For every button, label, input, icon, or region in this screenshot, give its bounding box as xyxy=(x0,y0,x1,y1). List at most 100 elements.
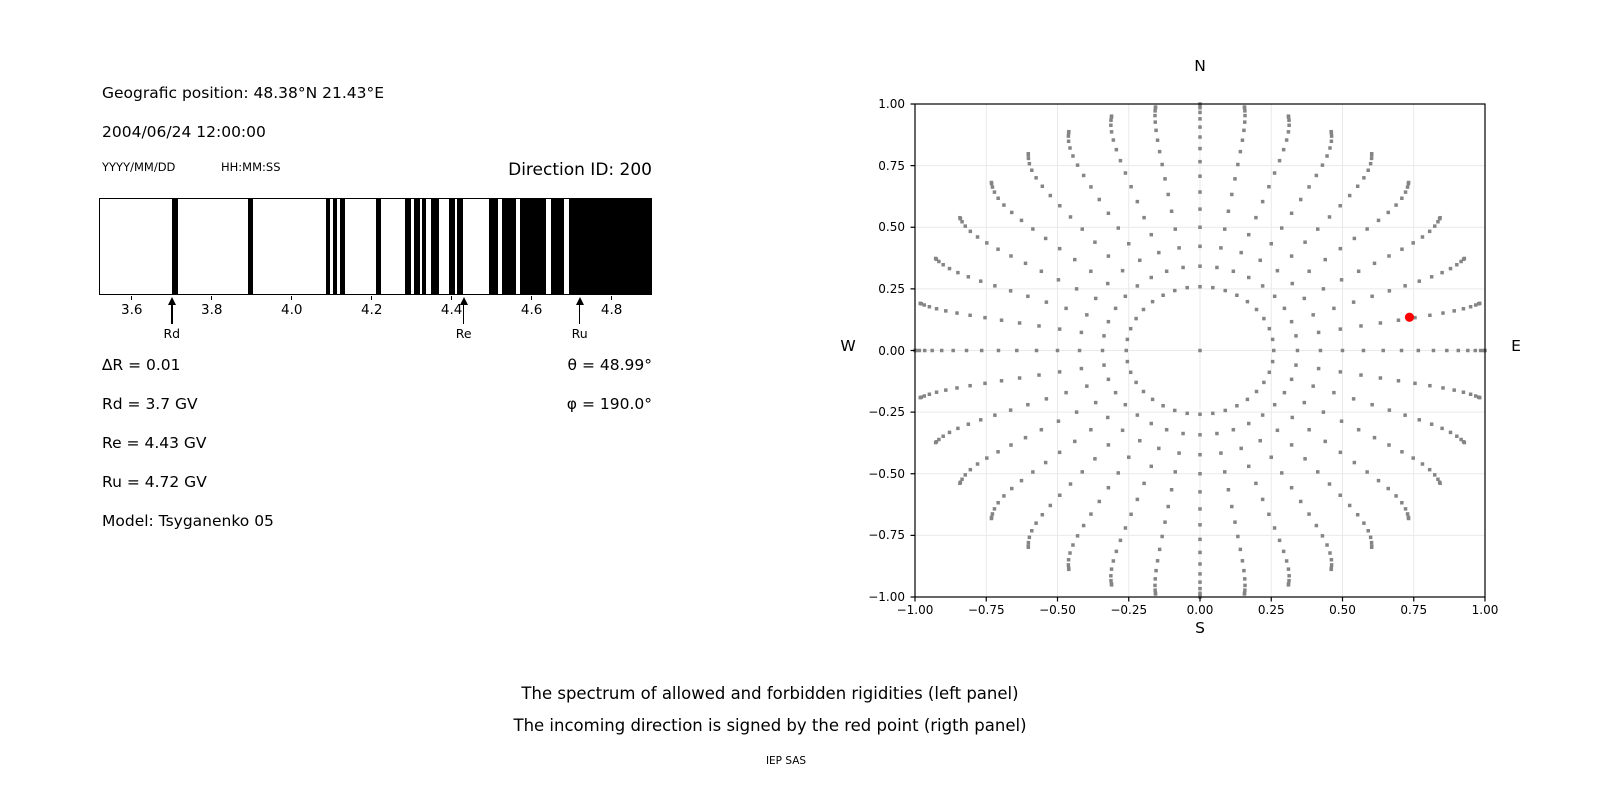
direction-dot xyxy=(1223,408,1227,413)
direction-dot xyxy=(1403,507,1408,511)
direction-dot xyxy=(944,388,948,392)
direction-dot xyxy=(1019,218,1024,223)
direction-dot xyxy=(1073,257,1077,262)
direction-dot xyxy=(1181,431,1185,436)
direction-dot xyxy=(1198,117,1202,121)
direction-dot xyxy=(1289,211,1294,216)
direction-dot xyxy=(1127,455,1131,459)
direction-dot xyxy=(1254,389,1259,394)
direction-dot xyxy=(1198,225,1202,229)
direction-dot xyxy=(1118,158,1123,163)
direction-dot xyxy=(964,348,969,353)
direction-dot xyxy=(1302,296,1307,301)
direction-dot xyxy=(1068,146,1072,150)
direction-dot xyxy=(1002,494,1006,498)
direction-dot xyxy=(1284,138,1289,142)
direction-dot xyxy=(1356,427,1361,432)
direction-dot xyxy=(1338,204,1342,208)
direction-dot xyxy=(1067,129,1071,134)
rigidity-marker-label: Re xyxy=(455,326,472,341)
direction-dot xyxy=(1289,377,1294,382)
direction-dot xyxy=(1289,254,1294,258)
direction-dot xyxy=(1329,563,1334,567)
time-format-label: HH:MM:SS xyxy=(221,160,281,174)
direction-dot xyxy=(1026,402,1030,407)
direction-dot xyxy=(1303,457,1307,461)
direction-dot xyxy=(1057,327,1062,331)
direction-dot xyxy=(1246,464,1251,469)
direction-dot xyxy=(1406,516,1411,521)
direction-dot xyxy=(1473,303,1478,307)
forbidden-rigidity-band xyxy=(413,199,420,294)
direction-dot xyxy=(1400,450,1404,454)
direction-dot xyxy=(1294,334,1298,338)
direction-dot xyxy=(1153,577,1157,581)
direction-dot xyxy=(1198,537,1202,542)
forbidden-rigidity-band xyxy=(248,199,254,294)
direction-dot xyxy=(1026,540,1031,545)
direction-dot xyxy=(1260,284,1265,288)
direction-y-tick-label: 0.75 xyxy=(878,158,905,173)
direction-dot xyxy=(1106,377,1111,382)
direction-dot xyxy=(1455,263,1459,267)
direction-dot xyxy=(1118,538,1123,543)
direction-dot xyxy=(947,430,952,435)
direction-dot xyxy=(1243,588,1247,592)
direction-dot xyxy=(1123,402,1128,407)
direction-dot xyxy=(1352,460,1357,465)
direction-dot xyxy=(1037,373,1041,377)
direction-dot xyxy=(1254,481,1258,486)
forbidden-rigidity-band xyxy=(340,199,345,294)
direction-dot xyxy=(1100,348,1105,353)
direction-dot xyxy=(1387,254,1391,258)
rigidity-marker-re: Re xyxy=(444,297,484,341)
direction-dot xyxy=(1307,427,1311,432)
direction-dot xyxy=(1043,460,1048,465)
direction-dot xyxy=(1396,379,1401,383)
direction-dot xyxy=(993,413,997,417)
direction-dot xyxy=(1211,285,1215,290)
direction-dot xyxy=(1037,324,1041,328)
direction-dot xyxy=(1427,467,1432,472)
compass-north-label: N xyxy=(1194,57,1206,75)
direction-dot xyxy=(1079,330,1084,335)
figure-caption: The spectrum of allowed and forbidden ri… xyxy=(270,685,1270,749)
direction-dot xyxy=(1420,462,1425,466)
direction-dot xyxy=(1233,177,1237,181)
direction-dot xyxy=(1135,199,1140,204)
direction-dot xyxy=(1017,321,1022,325)
direction-dot xyxy=(960,219,964,224)
direction-dot xyxy=(1077,348,1082,353)
direction-dot xyxy=(1290,415,1295,420)
forbidden-rigidity-band xyxy=(404,199,411,294)
direction-dot xyxy=(1267,370,1272,375)
rd-value: Rd = 3.7 GV xyxy=(102,395,198,413)
direction-dot xyxy=(1129,184,1133,189)
direction-dot xyxy=(968,383,972,388)
spectrum-x-tick-label: 4.6 xyxy=(520,302,543,318)
re-value: Re = 4.43 GV xyxy=(102,434,207,452)
direction-dot xyxy=(1123,526,1128,530)
direction-dot xyxy=(1403,190,1408,194)
direction-dot xyxy=(1242,568,1246,573)
credit-text: IEP SAS xyxy=(765,755,807,767)
direction-dot xyxy=(1040,184,1045,189)
direction-dot xyxy=(1386,210,1391,215)
direction-dot xyxy=(1365,470,1369,474)
direction-dot xyxy=(918,301,923,306)
direction-dot xyxy=(933,440,938,445)
direction-dot xyxy=(1359,324,1363,328)
up-arrow-icon xyxy=(575,297,584,305)
direction-dot xyxy=(1198,174,1202,178)
direction-dot xyxy=(1198,586,1202,591)
direction-dot xyxy=(1459,259,1463,264)
direction-dot xyxy=(1411,241,1415,245)
direction-dot xyxy=(1387,289,1392,293)
direction-dot xyxy=(1009,210,1014,215)
direction-dot xyxy=(1093,296,1098,301)
direction-dot xyxy=(1222,227,1227,231)
direction-dot xyxy=(1026,294,1030,299)
direction-dot xyxy=(1127,242,1131,246)
direction-dot xyxy=(1243,109,1247,113)
direction-dot xyxy=(937,259,941,264)
